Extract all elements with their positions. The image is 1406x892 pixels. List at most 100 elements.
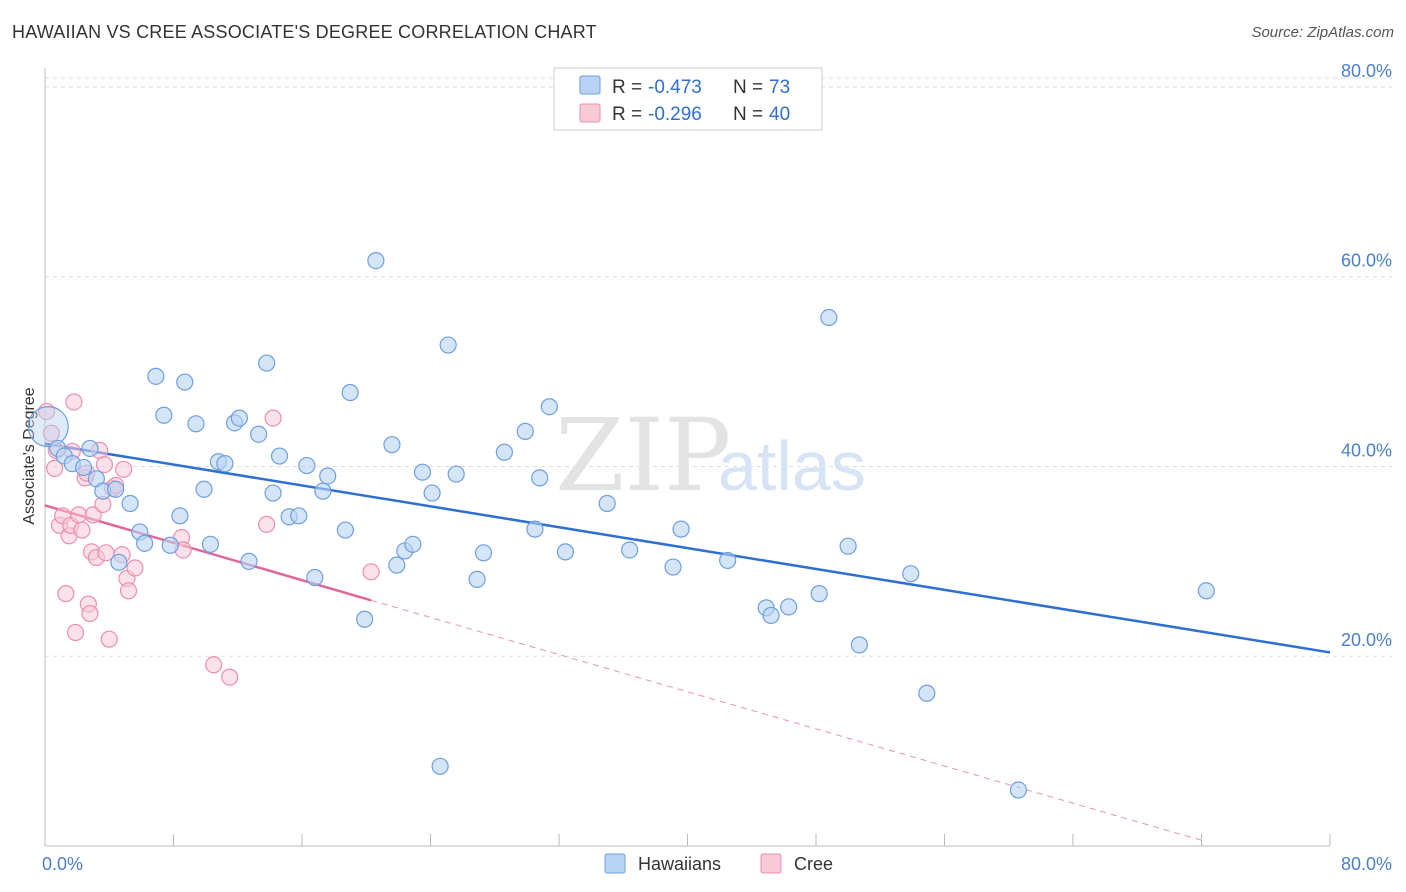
legend-n-value-cree: 40: [769, 104, 790, 125]
point-cree-35: [205, 656, 223, 674]
point-hawaiians-20: [201, 535, 220, 553]
point-hawaiians-64: [780, 598, 798, 616]
point-cree-29: [115, 460, 133, 478]
x-tick-label-max: 80.0%: [1341, 854, 1392, 874]
point-hawaiians-9: [110, 553, 128, 571]
point-hawaiians-46: [431, 757, 449, 775]
point-hawaiians-26: [250, 425, 268, 443]
point-hawaiians-29: [270, 447, 289, 465]
point-hawaiians-69: [902, 565, 920, 583]
trend-line-cree-extension: [370, 599, 1202, 841]
point-hawaiians-63: [762, 606, 780, 625]
point-hawaiians-4: [74, 458, 93, 477]
point-hawaiians-48: [447, 465, 465, 483]
point-cree-39: [362, 563, 380, 581]
point-hawaiians-0: [27, 406, 69, 448]
point-hawaiians-56: [556, 543, 575, 561]
point-cree-2: [46, 459, 64, 477]
point-hawaiians-16: [171, 507, 189, 525]
point-hawaiians-55: [540, 398, 558, 416]
point-hawaiians-38: [356, 610, 374, 628]
point-hawaiians-15: [161, 536, 179, 554]
point-hawaiians-68: [850, 636, 868, 654]
point-cree-37: [258, 515, 276, 533]
point-hawaiians-40: [383, 436, 401, 454]
point-cree-10: [65, 393, 83, 411]
point-hawaiians-67: [839, 537, 857, 555]
point-hawaiians-45: [423, 484, 441, 502]
bottom-legend-swatch-cree[interactable]: [760, 853, 782, 874]
point-hawaiians-43: [404, 535, 422, 553]
point-hawaiians-54: [531, 469, 549, 487]
point-hawaiians-8: [107, 480, 125, 498]
watermark-atlas: atlas: [718, 427, 866, 505]
point-hawaiians-70: [918, 684, 936, 702]
point-hawaiians-52: [516, 422, 534, 440]
chart-title: HAWAIIAN VS CREE ASSOCIATE'S DEGREE CORR…: [12, 22, 597, 42]
watermark: ZIP atlas: [555, 397, 866, 514]
point-cree-1: [42, 424, 61, 442]
watermark-zip: ZIP: [555, 397, 731, 514]
point-hawaiians-53: [526, 520, 544, 538]
point-hawaiians-33: [306, 568, 324, 587]
point-hawaiians-24: [230, 409, 248, 427]
legend-r-value-cree: -0.296: [648, 104, 702, 125]
point-hawaiians-44: [413, 463, 432, 481]
point-hawaiians-65: [810, 585, 828, 603]
point-hawaiians-35: [319, 467, 337, 485]
point-hawaiians-41: [388, 556, 406, 574]
axes: [44, 68, 1331, 847]
point-hawaiians-12: [135, 534, 154, 552]
point-hawaiians-19: [195, 480, 213, 498]
point-hawaiians-66: [820, 308, 838, 327]
point-hawaiians-60: [672, 520, 690, 538]
point-hawaiians-49: [468, 570, 486, 588]
legend-r-label-cree: R =: [612, 104, 642, 125]
point-hawaiians-31: [290, 507, 308, 525]
bottom-legend-swatch-hawaiians[interactable]: [604, 853, 626, 874]
point-hawaiians-18: [187, 415, 205, 433]
y-tick-label-40: 40.0%: [1341, 440, 1392, 460]
bottom-legend-label-cree[interactable]: Cree: [794, 854, 833, 874]
point-hawaiians-10: [121, 494, 139, 513]
point-hawaiians-5: [81, 439, 99, 458]
point-hawaiians-13: [147, 367, 165, 385]
x-tick-label-min: 0.0%: [42, 854, 83, 874]
y-tick-label-60: 60.0%: [1341, 251, 1392, 271]
point-hawaiians-28: [264, 484, 282, 502]
point-cree-36: [221, 668, 239, 686]
point-hawaiians-47: [439, 336, 457, 354]
point-hawaiians-34: [314, 482, 332, 500]
y-tick-label-80: 80.0%: [1341, 61, 1392, 81]
y-tick-label-20: 20.0%: [1341, 630, 1392, 650]
x-ticks: [44, 834, 1331, 846]
bottom-legend-label-hawaiians[interactable]: Hawaiians: [638, 854, 721, 874]
trend-line-hawaiians: [44, 442, 1331, 654]
chart-source: Source: ZipAtlas.com: [1251, 24, 1394, 41]
y-tick-labels: 20.0% 40.0% 60.0% 80.0%: [1341, 61, 1392, 650]
point-hawaiians-27: [258, 354, 276, 372]
legend-swatch-hawaiians: [579, 75, 601, 95]
point-hawaiians-17: [176, 373, 194, 391]
point-cree-23: [95, 455, 114, 474]
point-cree-13: [73, 521, 91, 539]
point-hawaiians-71: [1009, 781, 1027, 799]
legend-n-value-hawaiians: 73: [769, 77, 790, 98]
point-hawaiians-51: [495, 443, 513, 461]
legend-r-label-hawaiians: R =: [612, 77, 642, 98]
point-cree-25: [100, 630, 118, 648]
point-hawaiians-61: [719, 551, 737, 570]
point-hawaiians-58: [621, 541, 639, 559]
bottom-legend: Hawaiians Cree: [604, 853, 833, 874]
point-cree-32: [126, 559, 144, 577]
point-hawaiians-72: [1197, 582, 1215, 600]
legend-r-value-hawaiians: -0.473: [648, 77, 702, 98]
point-cree-38: [264, 409, 282, 427]
x-tick-labels: 0.0% 80.0%: [42, 854, 1392, 874]
legend-n-label-cree: N =: [733, 104, 763, 125]
point-hawaiians-59: [664, 558, 682, 576]
legend-box: R = -0.473 N = 73 R = -0.296 N = 40: [553, 67, 823, 131]
points-hawaiians: [27, 252, 1215, 799]
point-cree-6: [57, 585, 75, 603]
